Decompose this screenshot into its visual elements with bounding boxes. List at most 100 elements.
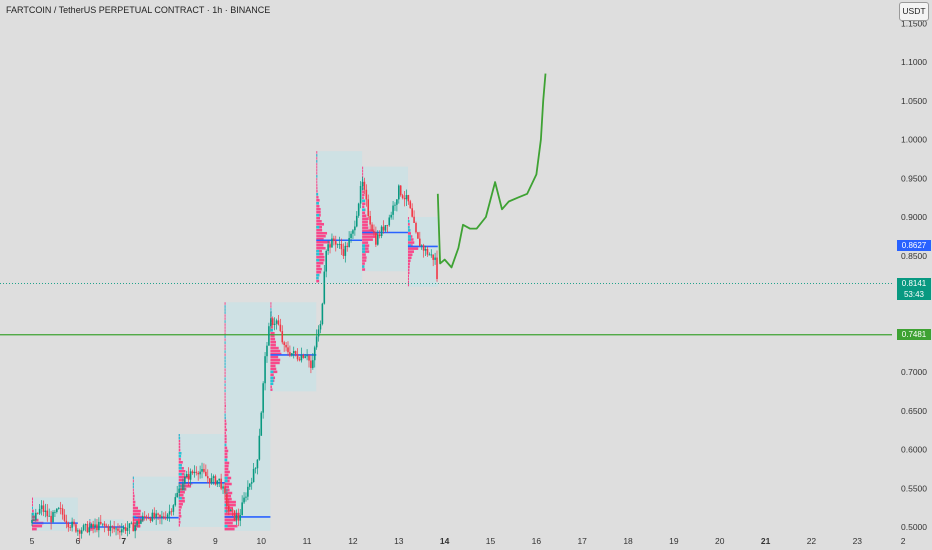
profile-bar	[89, 522, 91, 524]
price-axis-label: 0.6500	[901, 406, 927, 416]
profile-bar	[224, 422, 227, 426]
candle-body	[329, 244, 331, 248]
candle-body	[270, 318, 272, 327]
candle-body	[417, 232, 419, 239]
candle-body	[248, 483, 251, 487]
candle-body	[355, 215, 358, 227]
candle-body	[361, 181, 364, 187]
candle-body	[266, 345, 268, 357]
profile-bar	[316, 163, 318, 166]
profile-bar	[224, 458, 228, 462]
profile-bar	[224, 359, 226, 362]
profile-bar	[316, 166, 318, 169]
time-axis-label: 13	[394, 536, 404, 546]
candle-body	[52, 512, 54, 523]
profile-bar	[270, 382, 274, 385]
profile-bar	[224, 437, 227, 441]
candle-body	[115, 528, 117, 530]
price-axis-label: 0.7000	[901, 367, 927, 377]
profile-bar	[270, 352, 282, 356]
candles-layer	[31, 176, 438, 541]
profile-bar	[407, 226, 410, 229]
candle-body	[136, 521, 138, 526]
horizontal-levels-layer	[0, 283, 892, 336]
candle-body	[327, 244, 329, 251]
candle-body	[413, 216, 415, 223]
profile-bar	[407, 274, 409, 278]
profile-bar	[362, 166, 364, 170]
profile-bar	[178, 458, 181, 461]
profile-bar	[316, 231, 328, 235]
profile-bar	[132, 482, 134, 486]
profile-bar	[224, 332, 226, 335]
candle-body	[268, 326, 270, 346]
profile-bar	[178, 485, 182, 488]
profile-bar	[178, 452, 182, 455]
profile-bar	[316, 246, 326, 250]
candle-body	[252, 468, 255, 483]
candle-body	[245, 496, 247, 498]
profile-bar	[316, 202, 319, 205]
candle-body	[222, 486, 224, 489]
profile-bar	[32, 500, 33, 504]
profile-bar	[224, 413, 226, 417]
candle-body	[199, 471, 201, 475]
candle-body	[189, 471, 192, 480]
profile-bar	[407, 265, 410, 269]
profile-bar	[224, 518, 238, 522]
candle-body	[357, 203, 360, 216]
profile-bar	[270, 308, 272, 311]
candle-body	[312, 360, 314, 368]
candle-body	[371, 224, 373, 231]
profile-bar	[362, 202, 366, 206]
candle-body	[98, 521, 100, 531]
profile-bar	[362, 190, 364, 194]
candle-body	[338, 243, 341, 245]
profile-bar	[224, 482, 232, 486]
profile-bar	[224, 455, 228, 459]
profile-bar	[178, 494, 184, 497]
profile-bar	[178, 455, 182, 458]
candle-body	[109, 526, 112, 531]
profile-bar	[270, 358, 281, 362]
profile-bar	[224, 311, 226, 314]
profile-bar	[178, 473, 182, 476]
time-axis-label: 7	[121, 536, 126, 546]
profile-bar	[224, 434, 227, 438]
time-axis-label: 8	[167, 536, 172, 546]
candle-body	[315, 336, 318, 348]
candle-body	[247, 486, 249, 497]
symbol-title: FARTCOIN / TetherUS PERPETUAL CONTRACT ·…	[6, 5, 271, 15]
candle-body	[254, 468, 257, 470]
currency-button[interactable]: USDT	[899, 2, 929, 21]
candle-body	[384, 225, 387, 231]
profile-bar	[224, 362, 226, 365]
profile-bar	[132, 497, 135, 501]
candle-body	[420, 245, 423, 247]
price-axis-label: 1.0500	[901, 96, 927, 106]
price-axis-label: 1.1500	[901, 18, 927, 28]
profile-bar	[270, 334, 275, 338]
profile-bar	[178, 440, 181, 443]
candle-body	[126, 527, 129, 531]
candle-body	[166, 514, 169, 519]
profile-bar	[224, 347, 226, 350]
time-axis[interactable]: 5 6 7 8 9 10 11 12 13 14 15 16 17 18 19 20 21 22 23 2	[30, 536, 906, 546]
profile-bar	[224, 398, 226, 402]
candle-body	[132, 522, 135, 532]
profile-bar	[316, 255, 325, 259]
candle-body	[54, 511, 56, 513]
profile-bar	[316, 193, 319, 196]
profile-bar	[407, 232, 412, 235]
price-axis[interactable]: 1.1500 1.1000 1.0500 1.0000 0.9500 0.9000 0.85…	[901, 18, 927, 532]
profile-bar	[270, 367, 277, 371]
profile-bar	[316, 270, 322, 274]
candle-body	[143, 516, 146, 517]
candle-body	[294, 351, 297, 355]
profile-bar	[316, 151, 318, 154]
candle-body	[212, 476, 215, 478]
profile-bar	[178, 446, 181, 449]
level-price-tag: 0.8627	[897, 240, 931, 251]
